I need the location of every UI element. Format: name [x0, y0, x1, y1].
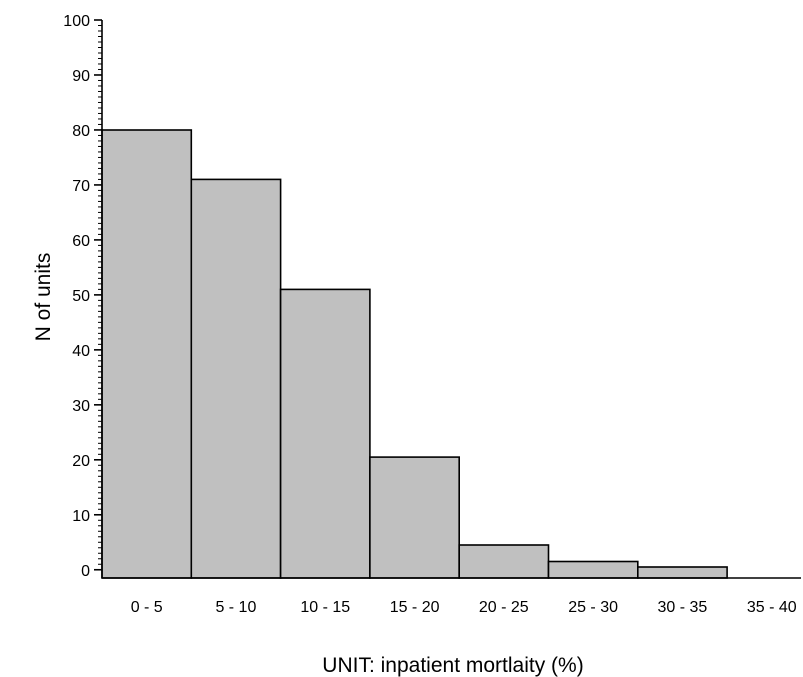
y-tick-label: 30	[72, 398, 90, 415]
histogram-bar	[190, 178, 282, 579]
y-tick-label: 50	[72, 288, 90, 305]
y-tick-label: 80	[72, 123, 90, 140]
y-tick-label: 90	[72, 68, 90, 85]
y-tick-label: 60	[72, 233, 90, 250]
histogram-bar	[458, 544, 550, 579]
histogram-bar	[279, 288, 371, 579]
x-tick-label: 0 - 5	[131, 599, 163, 616]
histogram-bar	[369, 456, 460, 579]
x-axis-title: UNIT: inpatient mortlaity (%)	[322, 654, 583, 677]
y-axis-title: N of units	[32, 253, 55, 342]
y-tick-label: 0	[81, 563, 90, 580]
y-tick-label: 20	[72, 453, 90, 470]
y-tick-label: 40	[72, 343, 90, 360]
bars-group	[101, 129, 728, 579]
histogram-bar	[547, 560, 639, 579]
y-major-ticks	[94, 19, 102, 571]
y-minor-ticks	[98, 25, 102, 565]
histogram-bar	[101, 129, 193, 579]
y-tick-labels: 0 10 20 30 40 50 60 70 80 90 100	[63, 13, 90, 580]
x-tick-label: 20 - 25	[479, 599, 529, 616]
y-tick-label: 70	[72, 178, 90, 195]
histogram-bar	[636, 566, 728, 579]
y-tick-label: 100	[63, 13, 90, 30]
x-tick-label: 15 - 20	[390, 599, 440, 616]
x-tick-label: 5 - 10	[215, 599, 256, 616]
axes-group	[94, 19, 801, 579]
x-tick-label: 10 - 15	[300, 599, 350, 616]
x-tick-label: 35 - 40	[747, 599, 797, 616]
x-tick-labels: 0 - 5 5 - 10 10 - 15 15 - 20 20 - 25 25 - 30 3…	[131, 599, 797, 616]
x-tick-label: 25 - 30	[568, 599, 618, 616]
x-tick-label: 30 - 35	[657, 599, 707, 616]
y-tick-label: 10	[72, 508, 90, 525]
